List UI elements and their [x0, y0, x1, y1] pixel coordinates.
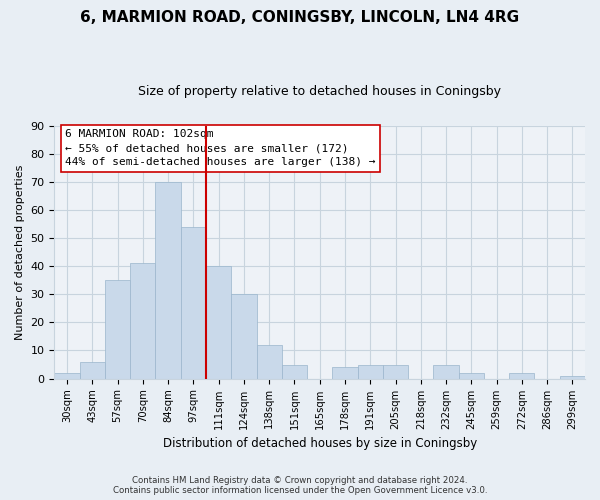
Bar [383, 364, 408, 378]
Bar [332, 368, 358, 378]
Bar [257, 345, 282, 378]
Bar [282, 364, 307, 378]
Bar [206, 266, 231, 378]
Bar [560, 376, 585, 378]
Text: Contains HM Land Registry data © Crown copyright and database right 2024.
Contai: Contains HM Land Registry data © Crown c… [113, 476, 487, 495]
Bar [433, 364, 458, 378]
Bar [155, 182, 181, 378]
Bar [231, 294, 257, 378]
Bar [55, 373, 80, 378]
Bar [509, 373, 535, 378]
Bar [181, 227, 206, 378]
Bar [458, 373, 484, 378]
Bar [358, 364, 383, 378]
Text: 6, MARMION ROAD, CONINGSBY, LINCOLN, LN4 4RG: 6, MARMION ROAD, CONINGSBY, LINCOLN, LN4… [80, 10, 520, 25]
Y-axis label: Number of detached properties: Number of detached properties [15, 164, 25, 340]
Title: Size of property relative to detached houses in Coningsby: Size of property relative to detached ho… [138, 85, 501, 98]
X-axis label: Distribution of detached houses by size in Coningsby: Distribution of detached houses by size … [163, 437, 477, 450]
Bar [130, 264, 155, 378]
Bar [80, 362, 105, 378]
Bar [105, 280, 130, 378]
Text: 6 MARMION ROAD: 102sqm
← 55% of detached houses are smaller (172)
44% of semi-de: 6 MARMION ROAD: 102sqm ← 55% of detached… [65, 130, 376, 168]
